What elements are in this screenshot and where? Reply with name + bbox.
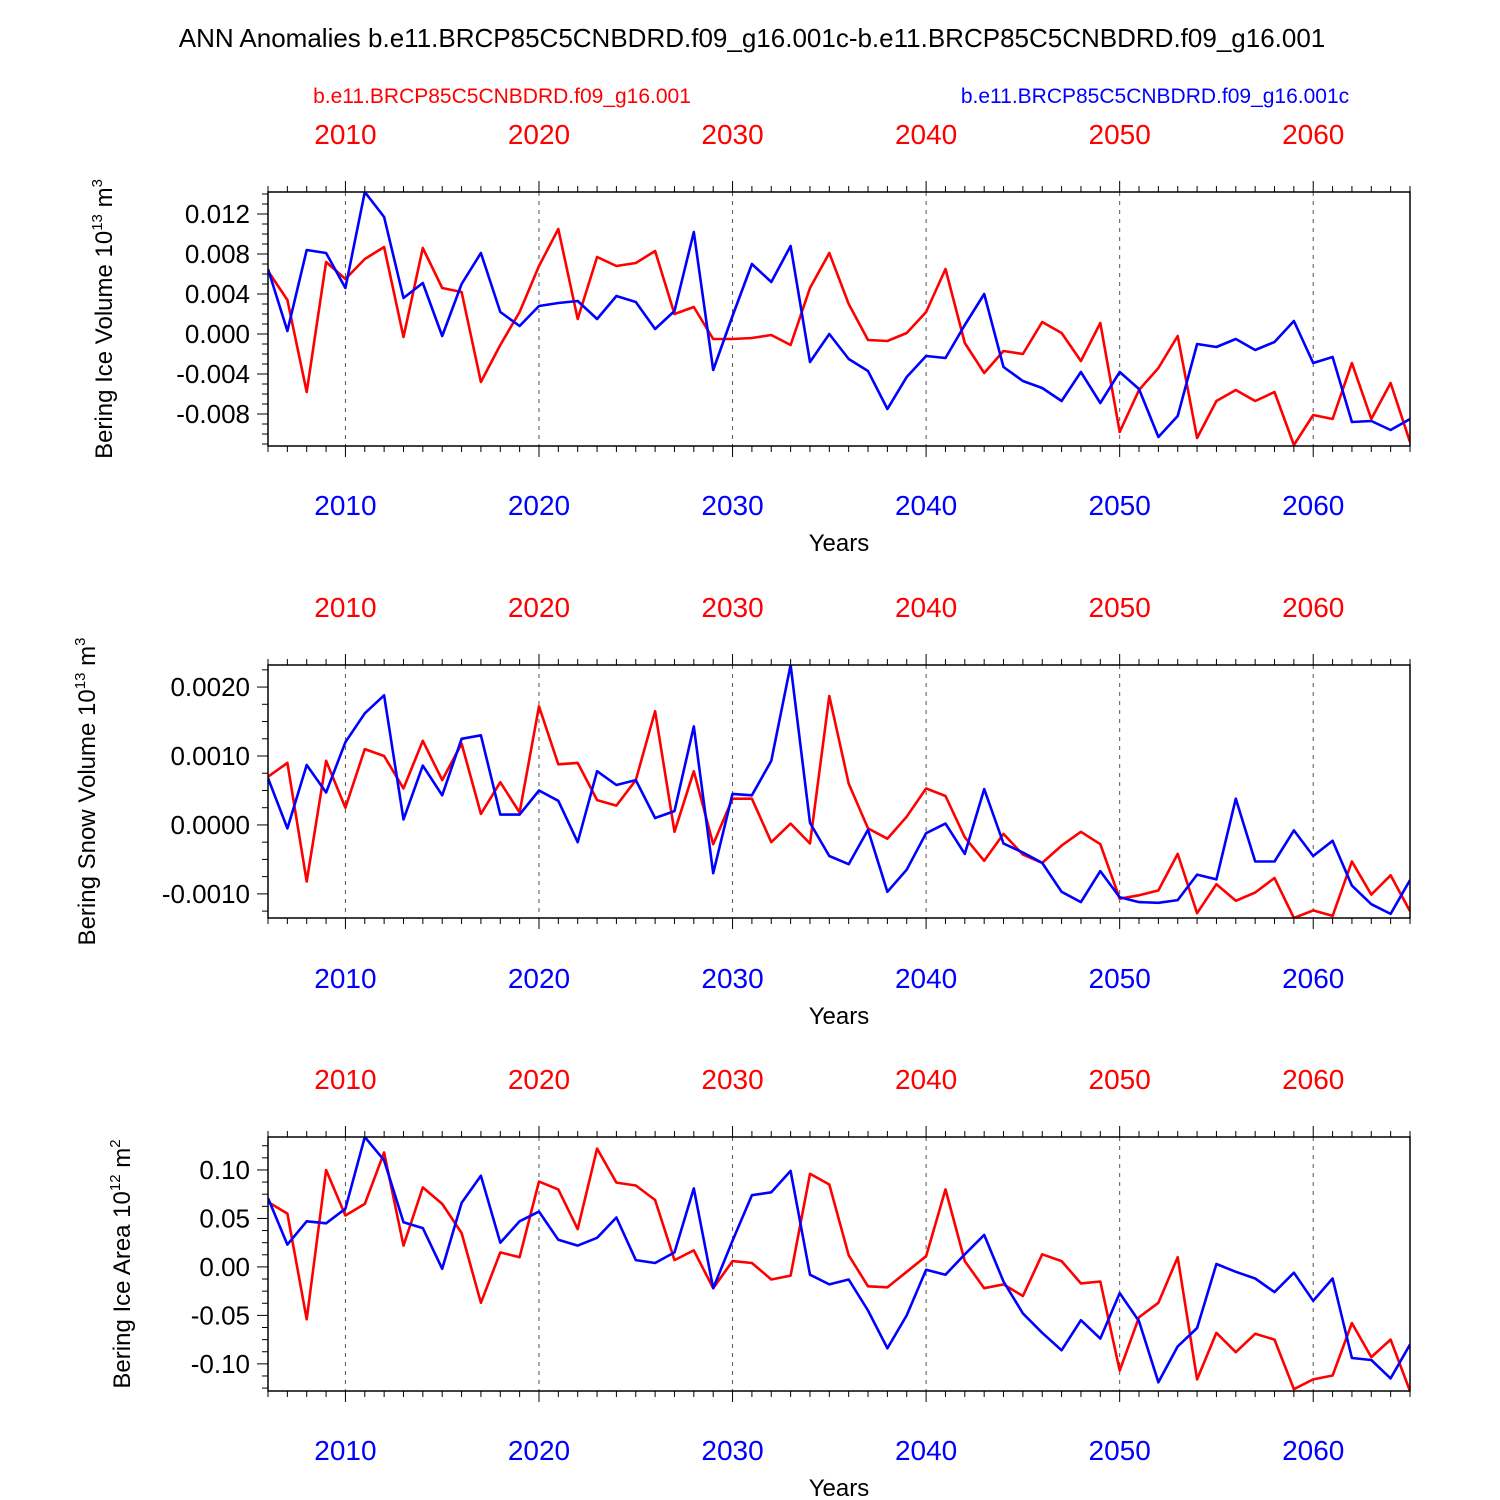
x-tick-label-top: 2040: [895, 592, 957, 623]
legend-label-right: b.e11.BRCP85C5CNBDRD.f09_g16.001c: [961, 85, 1349, 108]
x-tick-label-top: 2030: [701, 592, 763, 623]
y-axis-label-unit-exponent: 3: [72, 638, 89, 646]
series-line-blue: [268, 1137, 1410, 1384]
x-tick-label-bottom: 2040: [895, 490, 957, 521]
x-tick-label-bottom: 2010: [314, 963, 376, 994]
y-tick-label: 0.004: [185, 279, 250, 309]
x-axis-label: Years: [809, 1475, 870, 1500]
x-tick-label-bottom: 2060: [1282, 963, 1344, 994]
y-tick-label: 0.008: [185, 239, 250, 269]
chart-panel-3: -0.10 -0.05 0.00 0.05 0.10 2010 2010 2020 2020 20…: [107, 1064, 1411, 1500]
y-axis-label: Bering Ice Area 1012 m2: [107, 1139, 136, 1388]
y-tick-label: -0.05: [191, 1300, 250, 1330]
y-axis-label-unit-exponent: 3: [89, 179, 106, 187]
x-tick-label-top: 2010: [314, 592, 376, 623]
plot-frame: [267, 1136, 1411, 1392]
x-tick-label-top: 2060: [1282, 119, 1344, 150]
x-tick-label-top: 2010: [314, 119, 376, 150]
y-tick-label: 0.10: [199, 1155, 250, 1185]
panels: -0.008 -0.004 0.000 0.004 0.008 0.012 2010 2010…: [72, 119, 1411, 1500]
y-tick-label: 0.000: [185, 319, 250, 349]
x-tick-label-top: 2050: [1089, 1064, 1151, 1095]
x-tick-label-top: 2010: [314, 1064, 376, 1095]
series-line-blue: [268, 665, 1410, 916]
x-tick-label-bottom: 2020: [508, 490, 570, 521]
y-axis-label-unit-exponent: 2: [107, 1139, 124, 1147]
x-tick-label-top: 2020: [508, 1064, 570, 1095]
x-tick-label-top: 2050: [1089, 592, 1151, 623]
y-tick-label: 0.0020: [170, 672, 250, 702]
plot-frame: [267, 191, 1411, 447]
x-tick-label-bottom: 2020: [508, 1435, 570, 1466]
y-axis-label-unit: m: [109, 1148, 136, 1175]
x-tick-label-top: 2060: [1282, 592, 1344, 623]
x-tick-label-bottom: 2060: [1282, 1435, 1344, 1466]
series-line-red: [268, 1147, 1410, 1391]
x-tick-label-bottom: 2050: [1089, 1435, 1151, 1466]
x-tick-label-bottom: 2030: [701, 1435, 763, 1466]
series-line-red: [268, 227, 1410, 446]
x-tick-label-bottom: 2040: [895, 1435, 957, 1466]
x-tick-label-bottom: 2040: [895, 963, 957, 994]
x-tick-label-top: 2030: [701, 119, 763, 150]
y-axis-label-unit: m: [74, 646, 101, 673]
y-axis-label-exponent: 13: [89, 214, 106, 231]
x-tick-label-bottom: 2010: [314, 1435, 376, 1466]
y-axis-label-unit: m: [91, 187, 118, 214]
x-tick-label-top: 2020: [508, 119, 570, 150]
x-tick-label-bottom: 2030: [701, 963, 763, 994]
y-tick-label: 0.012: [185, 199, 250, 229]
x-tick-label-bottom: 2030: [701, 490, 763, 521]
x-tick-label-top: 2020: [508, 592, 570, 623]
series-line-blue: [268, 192, 1410, 439]
figure-title: ANN Anomalies b.e11.BRCP85C5CNBDRD.f09_g…: [179, 23, 1326, 53]
y-axis-label: Bering Ice Volume 1013 m3: [89, 179, 118, 459]
y-tick-label: -0.0010: [162, 879, 250, 909]
x-tick-label-bottom: 2060: [1282, 490, 1344, 521]
x-tick-label-top: 2050: [1089, 119, 1151, 150]
y-axis-label-main: Bering Ice Area 10: [109, 1191, 136, 1388]
x-axis-label: Years: [809, 1003, 870, 1030]
y-axis-label-main: Bering Ice Volume 10: [91, 231, 118, 459]
y-axis-label-main: Bering Snow Volume 10: [74, 689, 101, 945]
legend-label-left: b.e11.BRCP85C5CNBDRD.f09_g16.001: [313, 85, 691, 108]
y-tick-label: 0.00: [199, 1252, 250, 1282]
chart-panel-1: -0.008 -0.004 0.000 0.004 0.008 0.012 2010 2010…: [89, 119, 1411, 557]
y-axis-label: Bering Snow Volume 1013 m3: [72, 638, 101, 946]
x-tick-label-top: 2040: [895, 119, 957, 150]
y-axis-label-exponent: 13: [72, 673, 89, 690]
x-tick-label-top: 2040: [895, 1064, 957, 1095]
x-tick-label-bottom: 2020: [508, 963, 570, 994]
y-tick-label: 0.0000: [170, 810, 250, 840]
y-tick-label: 0.0010: [170, 741, 250, 771]
chart-panel-2: -0.0010 0.0000 0.0010 0.0020 2010 2010 2020 202…: [72, 592, 1411, 1030]
x-axis-label: Years: [809, 530, 870, 557]
plot-frame: [267, 664, 1411, 919]
y-tick-label: -0.008: [176, 399, 250, 429]
x-tick-label-bottom: 2010: [314, 490, 376, 521]
y-tick-label: -0.004: [176, 359, 250, 389]
y-tick-label: 0.05: [199, 1203, 250, 1233]
x-tick-label-bottom: 2050: [1089, 490, 1151, 521]
y-tick-label: -0.10: [191, 1349, 250, 1379]
y-axis-label-exponent: 12: [107, 1174, 124, 1191]
x-tick-label-bottom: 2050: [1089, 963, 1151, 994]
x-tick-label-top: 2060: [1282, 1064, 1344, 1095]
x-tick-label-top: 2030: [701, 1064, 763, 1095]
